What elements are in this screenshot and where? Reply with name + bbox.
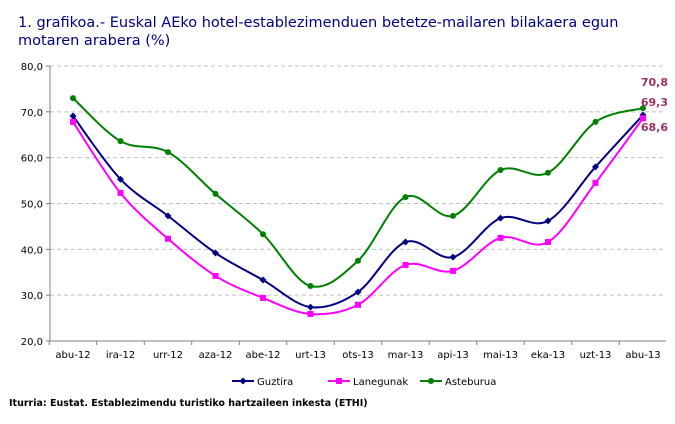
data-point	[307, 310, 314, 317]
data-label: 69,3	[641, 96, 668, 109]
data-point	[544, 217, 552, 225]
y-tick-label: 60,0	[21, 154, 43, 165]
data-point	[307, 303, 314, 311]
series-line-guztira	[72, 114, 644, 309]
data-point	[450, 212, 456, 219]
data-point	[592, 118, 599, 125]
data-point	[259, 276, 267, 284]
data-point	[402, 194, 409, 201]
data-point	[165, 149, 171, 156]
data-point	[165, 235, 171, 242]
x-tick-label: urt-13	[295, 350, 326, 361]
data-point	[355, 257, 361, 264]
x-tick-label: abu-13	[625, 350, 660, 361]
y-tick-label: 20,0	[21, 337, 43, 348]
y-tick-label: 80,0	[21, 62, 43, 73]
y-tick-label: 70,0	[21, 108, 43, 119]
data-point	[592, 163, 599, 171]
data-label: 68,6	[641, 121, 668, 134]
data-point	[164, 212, 172, 220]
data-point	[212, 249, 219, 257]
data-point	[307, 283, 314, 289]
x-tick-label: aza-12	[199, 350, 233, 361]
data-point	[260, 294, 266, 301]
data-point	[450, 267, 456, 274]
x-tick-label: abe-12	[246, 350, 281, 361]
data-point	[449, 253, 457, 261]
data-point	[70, 118, 76, 125]
legend-marker	[239, 377, 247, 385]
data-point	[260, 231, 266, 238]
x-tick-label: uzt-13	[580, 350, 612, 361]
data-point	[402, 261, 409, 268]
data-point	[355, 301, 361, 308]
x-tick-label: api-13	[437, 350, 469, 361]
y-tick-label: 40,0	[21, 245, 43, 256]
x-tick-label: mai-13	[483, 350, 518, 361]
y-tick-label: 50,0	[21, 200, 43, 211]
data-point	[640, 105, 646, 112]
data-point	[497, 167, 504, 174]
x-tick-label: mar-13	[388, 350, 424, 361]
legend-marker	[336, 378, 342, 384]
data-point	[497, 214, 504, 222]
x-tick-label: ots-13	[342, 350, 374, 361]
data-point	[212, 190, 219, 197]
data-point	[640, 115, 646, 122]
legend-label: Lanegunak	[353, 377, 408, 388]
data-point	[117, 138, 124, 145]
y-tick-label: 30,0	[21, 291, 43, 302]
data-point	[212, 272, 219, 279]
chart-title: 1. grafikoa.- Euskal AEko hotel-establez…	[18, 15, 619, 49]
x-tick-label: urr-12	[153, 350, 183, 361]
legend-marker	[428, 378, 434, 384]
data-point	[592, 179, 599, 186]
legend-label: Guztira	[257, 377, 293, 388]
data-point	[402, 238, 409, 246]
data-point	[117, 175, 124, 183]
x-tick-label: eka-13	[531, 350, 565, 361]
legend-label: Asteburua	[445, 377, 496, 388]
data-point	[545, 169, 551, 176]
data-label: 70,8	[641, 76, 668, 89]
data-point	[545, 239, 551, 245]
data-point	[69, 112, 77, 120]
data-point	[117, 189, 124, 196]
x-tick-label: abu-12	[55, 350, 90, 361]
data-point	[497, 234, 504, 241]
series-line-lanegunak	[72, 117, 644, 316]
data-point	[354, 288, 362, 296]
source-note: Iturria: Eustat. Establezimendu turistik…	[9, 398, 368, 409]
x-tick-label: ira-12	[106, 350, 135, 361]
data-point	[70, 95, 76, 102]
